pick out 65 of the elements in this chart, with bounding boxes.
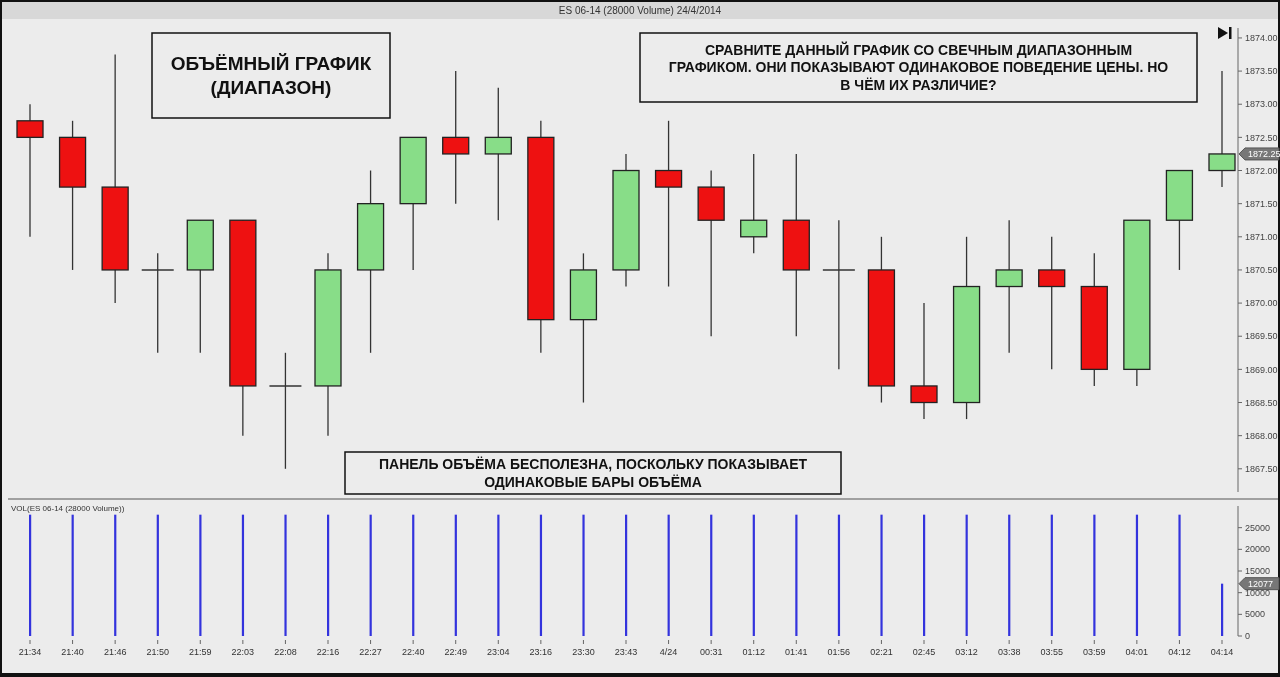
annotation: 1872.25 (1248, 149, 1280, 160)
candlestick (1208, 70, 1236, 188)
x-tick-label: 21:40 (61, 647, 84, 657)
candlestick (654, 120, 683, 288)
y-tick-label: 1867.50 (1245, 463, 1278, 474)
x-tick-label: 01:12 (742, 647, 765, 657)
x-tick-label: 01:41 (785, 647, 808, 657)
x-tick-label: 04:14 (1210, 647, 1234, 657)
x-tick-label: 23:04 (487, 647, 510, 657)
text-box: ПАНЕЛЬ ОБЪЁМА БЕСПОЛЕЗНА, ПОСКОЛЬКУ ПОКАЗЫВАЕТ ОДИНАКОВЫЕ БАРЫ ОБЪЁМА (344, 451, 842, 495)
y-tick-label: 20000 (1245, 544, 1271, 555)
x-tick-label: 03:59 (1083, 647, 1106, 657)
x-tick-label: 23:30 (572, 647, 595, 657)
x-tick-label: 22:03 (231, 647, 255, 657)
y-tick-label: 1874.00 (1245, 33, 1278, 44)
y-tick-label: 1870.00 (1245, 298, 1278, 309)
chart-title: VOL(ES 06-14 (28000 Volume)) (11, 504, 125, 513)
y-tick-label: 1869.50 (1245, 331, 1278, 342)
x-tick-label: 21:46 (103, 647, 127, 657)
y-tick-label: 25000 (1245, 522, 1271, 533)
x-tick-label: 22:49 (444, 647, 467, 657)
y-tick-label: 1872.00 (1245, 165, 1278, 176)
x-tick-label: 21:50 (146, 647, 169, 657)
x-tick-label: 21:59 (189, 647, 212, 657)
y-tick-label: 1871.00 (1245, 231, 1278, 242)
x-tick-label: 04:01 (1125, 647, 1149, 657)
x-tick-label: 01:56 (827, 647, 851, 657)
y-tick-label: 1873.50 (1245, 66, 1278, 77)
x-tick-label: 03:38 (997, 647, 1021, 657)
y-tick-label: 0 (1245, 631, 1251, 642)
x-tick-label: 00:31 (699, 647, 723, 657)
y-tick-label: 1871.50 (1245, 198, 1278, 209)
x-tick-label: 03:12 (955, 647, 978, 657)
x-tick-label: 22:08 (274, 647, 297, 657)
y-tick-label: 1873.00 (1245, 99, 1278, 110)
candlestick (995, 219, 1023, 354)
y-tick-label: 1868.00 (1245, 430, 1278, 441)
candlestick (910, 302, 938, 420)
annotation: 12077 (1248, 578, 1274, 589)
y-tick-label: 15000 (1245, 566, 1271, 577)
y-tick-label: 1869.00 (1245, 364, 1278, 375)
y-tick-label: 5000 (1245, 609, 1266, 620)
x-tick-label: 02:21 (870, 647, 893, 657)
y-tick-label: 1870.50 (1245, 265, 1278, 276)
x-tick-label: 02:45 (912, 647, 936, 657)
x-tick-label: 22:40 (401, 647, 425, 657)
x-tick-label: 22:16 (316, 647, 340, 657)
x-tick-label: 21:34 (18, 647, 42, 657)
text-box: СРАВНИТЕ ДАННЫЙ ГРАФИК СО СВЕЧНЫМ ДИАПАЗОННЫМ ГРАФИКОМ. ОНИ ПОКАЗЫВАЮТ ОДИНАКОВОЕ ПОВЕДЕНИЕ ЦЕНЫ. НО В ЧЁМ ИХ РАЗЛИЧИЕ? (639, 32, 1198, 103)
annotation: СРАВНИТЕ ДАННЫЙ ГРАФИК СО СВЕЧНЫМ ДИАПАЗОННЫМ ГРАФИКОМ. ОНИ ПОКАЗЫВАЮТ ОДИНАКОВОЕ ПОВЕДЕНИЕ ЦЕНЫ. НО В ЧЁМ ИХ РАЗЛИЧИЕ? (668, 40, 1169, 93)
x-tick-label: 03:55 (1040, 647, 1063, 657)
annotation: ПАНЕЛЬ ОБЪЁМА БЕСПОЛЕЗНА, ПОСКОЛЬКУ ПОКАЗЫВАЕТ ОДИНАКОВЫЕ БАРЫ ОБЪЁМА (378, 456, 808, 490)
y-tick-label: 1872.50 (1245, 132, 1278, 143)
x-tick-label: 04:12 (1168, 647, 1191, 657)
annotation: ОБЪЁМНЫЙ ГРАФИК (ДИАПАЗОН) (170, 53, 372, 99)
x-tick-label: 22:27 (359, 647, 382, 657)
candlestick (16, 103, 44, 238)
x-tick-label: 4/24 (659, 647, 678, 657)
x-tick-label: 23:16 (529, 647, 553, 657)
chart-title: ES 06-14 (28000 Volume) 24/4/2014 (558, 5, 722, 16)
y-tick-label: 10000 (1245, 587, 1271, 598)
x-tick-label: 23:43 (614, 647, 638, 657)
candlestick (442, 70, 470, 205)
y-tick-label: 1868.50 (1245, 397, 1278, 408)
text-box: ОБЪЁМНЫЙ ГРАФИК (ДИАПАЗОН) (151, 32, 391, 119)
